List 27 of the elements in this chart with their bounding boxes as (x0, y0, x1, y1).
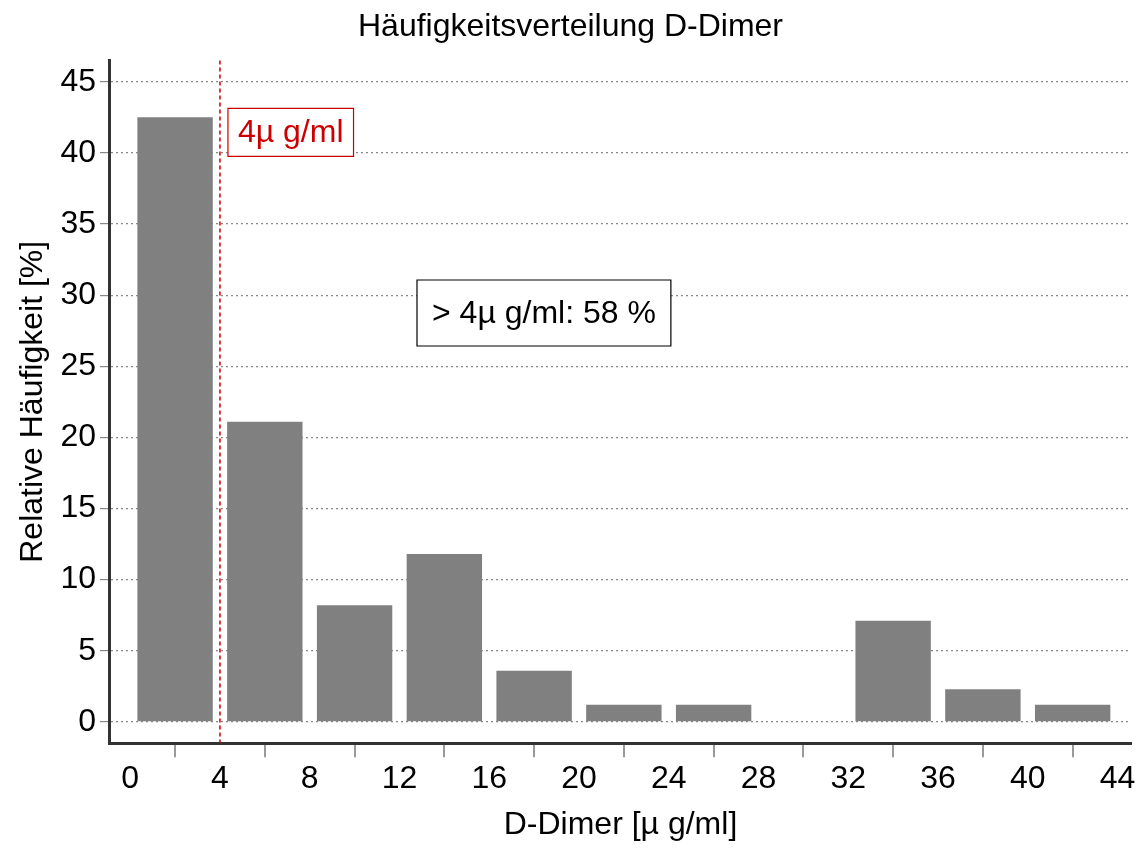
y-tick-label: 15 (60, 488, 96, 525)
y-tick-label: 30 (60, 274, 96, 311)
x-axis-title: D-Dimer [µ g/ml] (503, 804, 738, 841)
y-tick-label: 45 (60, 61, 96, 98)
x-tick-label: 36 (920, 759, 956, 796)
x-tick-label: 4 (211, 759, 229, 796)
x-tick-label: 8 (300, 759, 319, 796)
x-tick-label: 40 (1009, 759, 1046, 796)
x-tick-label: 24 (650, 759, 687, 796)
x-tick-label: 28 (740, 759, 777, 796)
y-axis-title: Relative Häufigkeit [%] (13, 240, 50, 563)
y-tick-label: 20 (60, 417, 96, 454)
y-tick-label: 0 (78, 701, 96, 738)
x-tick-label: 32 (830, 759, 867, 796)
x-tick-label: 44 (1099, 759, 1136, 796)
y-tick-label: 10 (60, 559, 96, 596)
x-tick-label: 20 (561, 759, 597, 796)
x-tick-label: 0 (121, 759, 140, 796)
x-tick-label: 12 (381, 759, 418, 796)
chart-title: Häufigkeitsverteilung D-Dimer (357, 7, 784, 44)
x-tick-label: 16 (471, 759, 508, 796)
y-tick-label: 25 (60, 346, 96, 383)
ref-line-label: 4µ g/ml (237, 113, 344, 150)
y-tick-label: 5 (78, 630, 96, 667)
y-tick-label: 40 (60, 132, 96, 169)
annotation: > 4µ g/ml: 58 % (432, 293, 656, 330)
y-tick-label: 35 (60, 203, 96, 240)
